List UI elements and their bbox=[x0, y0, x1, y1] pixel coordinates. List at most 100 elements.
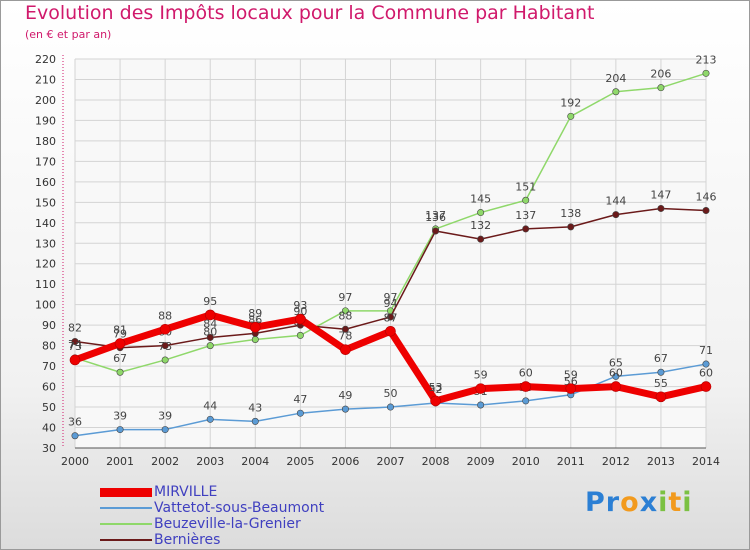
data-label-vattetot-sous-beaumont: 65 bbox=[609, 356, 623, 369]
data-label-bernieres: 132 bbox=[470, 219, 491, 232]
legend-entry: MIRVILLE bbox=[100, 484, 324, 500]
data-point-beuzeville-la-grenier bbox=[296, 331, 304, 339]
y-tick-label: 60 bbox=[42, 381, 56, 394]
data-point-beuzeville-la-grenier bbox=[657, 84, 665, 92]
data-label-beuzeville-la-grenier: 97 bbox=[384, 291, 398, 304]
data-point-vattetot-sous-beaumont bbox=[477, 401, 485, 409]
chart-legend: MIRVILLE Vattetot-sous-Beaumont Beuzeville… bbox=[100, 484, 324, 548]
data-point-vattetot-sous-beaumont bbox=[251, 417, 259, 425]
data-label-beuzeville-la-grenier: 137 bbox=[425, 209, 446, 222]
data-point-mirville bbox=[114, 338, 126, 349]
x-tick-label: 2003 bbox=[196, 455, 224, 468]
y-tick-label: 190 bbox=[35, 114, 56, 127]
data-label-bernieres: 144 bbox=[605, 195, 626, 208]
data-point-bernieres bbox=[657, 204, 665, 212]
data-label-mirville: 59 bbox=[474, 369, 488, 382]
data-label-bernieres: 84 bbox=[203, 317, 217, 330]
x-tick-label: 2000 bbox=[61, 455, 89, 468]
data-point-mirville bbox=[565, 383, 577, 394]
data-point-vattetot-sous-beaumont bbox=[296, 409, 304, 417]
logo-letter: r bbox=[605, 487, 621, 518]
y-tick-label: 180 bbox=[35, 135, 56, 148]
legend-entry: Vattetot-sous-Beaumont bbox=[100, 500, 324, 516]
x-tick-label: 2007 bbox=[377, 455, 405, 468]
data-point-mirville bbox=[159, 323, 171, 335]
logo-letter: P bbox=[585, 487, 606, 518]
legend-label: MIRVILLE bbox=[154, 484, 218, 500]
data-label-bernieres: 79 bbox=[113, 328, 127, 341]
data-label-vattetot-sous-beaumont: 43 bbox=[248, 401, 262, 414]
x-tick-label: 2002 bbox=[151, 455, 179, 468]
y-tick-label: 160 bbox=[35, 176, 56, 189]
data-label-mirville: 73 bbox=[68, 340, 82, 353]
data-label-vattetot-sous-beaumont: 44 bbox=[203, 399, 217, 412]
y-tick-label: 40 bbox=[42, 422, 56, 435]
data-label-mirville: 88 bbox=[158, 309, 172, 322]
data-label-beuzeville-la-grenier: 204 bbox=[605, 72, 626, 85]
data-label-mirville: 59 bbox=[564, 369, 578, 382]
data-point-vattetot-sous-beaumont bbox=[161, 426, 169, 434]
data-point-mirville bbox=[520, 381, 532, 392]
data-label-bernieres: 137 bbox=[515, 209, 536, 222]
data-label-beuzeville-la-grenier: 97 bbox=[338, 291, 352, 304]
logo-letter: i bbox=[682, 487, 693, 518]
data-point-bernieres bbox=[702, 207, 710, 215]
data-label-bernieres: 82 bbox=[68, 322, 82, 335]
data-point-bernieres bbox=[612, 211, 620, 219]
data-point-beuzeville-la-grenier bbox=[612, 88, 620, 96]
data-point-bernieres bbox=[522, 225, 530, 233]
data-point-vattetot-sous-beaumont bbox=[702, 360, 710, 368]
data-label-bernieres: 88 bbox=[338, 309, 352, 322]
data-point-beuzeville-la-grenier bbox=[702, 69, 710, 77]
data-point-vattetot-sous-beaumont bbox=[71, 432, 79, 440]
y-tick-label: 150 bbox=[35, 196, 56, 209]
data-point-bernieres bbox=[567, 223, 575, 231]
data-point-beuzeville-la-grenier bbox=[161, 356, 169, 364]
data-point-beuzeville-la-grenier bbox=[341, 307, 349, 315]
data-label-mirville: 60 bbox=[699, 367, 713, 380]
data-label-bernieres: 94 bbox=[384, 297, 398, 310]
data-point-mirville bbox=[475, 383, 486, 394]
y-tick-label: 220 bbox=[35, 53, 56, 66]
data-label-bernieres: 136 bbox=[425, 211, 446, 224]
data-label-vattetot-sous-beaumont: 50 bbox=[384, 387, 398, 400]
data-label-vattetot-sous-beaumont: 71 bbox=[699, 344, 713, 357]
logo-letter: t bbox=[668, 487, 683, 518]
data-label-bernieres: 146 bbox=[696, 191, 717, 204]
logo-letter: x bbox=[639, 487, 659, 518]
y-tick-label: 170 bbox=[35, 155, 56, 168]
data-label-mirville: 81 bbox=[113, 324, 127, 337]
legend-entry: Bernières bbox=[100, 532, 324, 548]
chart-title: Evolution des Impôts locaux pour la Comm… bbox=[25, 2, 595, 24]
legend-entry: Beuzeville-la-Grenier bbox=[100, 516, 324, 532]
x-tick-label: 2011 bbox=[557, 455, 585, 468]
data-label-beuzeville-la-grenier: 145 bbox=[470, 193, 491, 206]
legend-swatch bbox=[100, 507, 152, 509]
data-point-mirville bbox=[430, 395, 441, 407]
legend-label: Beuzeville-la-Grenier bbox=[154, 516, 301, 532]
y-tick-label: 110 bbox=[35, 278, 56, 291]
logo-letter: o bbox=[620, 487, 640, 518]
data-point-bernieres bbox=[432, 227, 440, 235]
x-tick-label: 2005 bbox=[286, 455, 314, 468]
y-tick-label: 100 bbox=[35, 299, 56, 312]
data-point-vattetot-sous-beaumont bbox=[522, 397, 530, 405]
x-tick-label: 2009 bbox=[467, 455, 495, 468]
legend-swatch bbox=[100, 539, 152, 541]
data-point-beuzeville-la-grenier bbox=[567, 112, 575, 120]
legend-swatch bbox=[100, 523, 152, 525]
data-label-mirville: 60 bbox=[519, 367, 533, 380]
data-point-bernieres bbox=[161, 342, 169, 350]
data-label-mirville: 95 bbox=[203, 295, 217, 308]
data-label-vattetot-sous-beaumont: 49 bbox=[338, 389, 352, 402]
y-tick-label: 210 bbox=[35, 73, 56, 86]
y-tick-label: 130 bbox=[35, 237, 56, 250]
data-point-mirville bbox=[610, 381, 622, 392]
data-label-bernieres: 138 bbox=[560, 207, 581, 220]
proxiti-logo: Proxiti bbox=[585, 487, 693, 518]
data-label-bernieres: 147 bbox=[650, 188, 671, 201]
x-tick-label: 2001 bbox=[106, 455, 134, 468]
data-label-beuzeville-la-grenier: 192 bbox=[560, 96, 581, 109]
chart-subtitle: (en € et par an) bbox=[25, 28, 112, 41]
